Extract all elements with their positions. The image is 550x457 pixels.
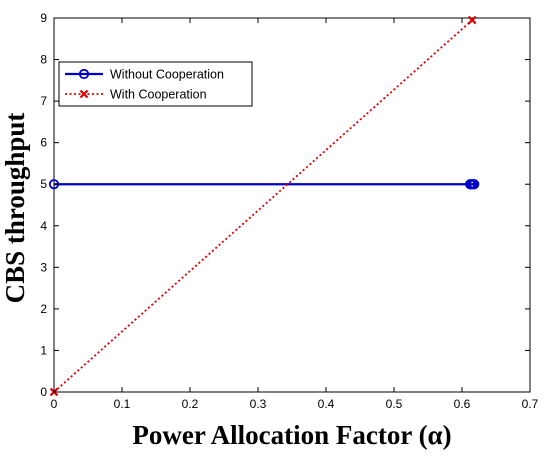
x-tick-label: 0.5: [386, 397, 403, 411]
data-point-series-1: [469, 179, 480, 190]
axes-layer: 0 0.1 0.2 0.3 0.4 0.5 0.6 0.7 0 1 2 3 4 5 6 7 8 9: [40, 11, 538, 411]
legend-label-1: Without Cooperation: [110, 68, 224, 82]
x-marker-stroke: [79, 89, 89, 99]
x-tick-label: 0: [51, 397, 58, 411]
y-axis-title: CBS throughput: [0, 113, 30, 304]
x-marker-stroke: [467, 15, 477, 25]
x-tick-label: 0.6: [454, 397, 471, 411]
x-tick-label: 0.3: [250, 397, 267, 411]
legend-marker-1: [78, 68, 90, 80]
y-tick-label: 4: [40, 219, 47, 233]
legend-marker-2: [79, 89, 89, 99]
y-tick-label: 0: [40, 385, 47, 399]
y-tick-label: 2: [40, 302, 47, 316]
y-tick-label: 5: [40, 177, 47, 191]
y-tick-label: 1: [40, 343, 47, 357]
legend-label-2: With Cooperation: [110, 88, 207, 102]
y-tick-label: 3: [40, 260, 47, 274]
y-tick-label: 8: [40, 53, 47, 67]
y-tick-label: 7: [40, 94, 47, 108]
data-point-series-2: [467, 15, 477, 25]
x-tick-label: 0.4: [318, 397, 335, 411]
legend: Without Cooperation With Cooperation: [58, 61, 253, 107]
series-line-2: [53, 19, 473, 393]
y-tick-label: 6: [40, 136, 47, 150]
y-tick-label: 9: [40, 11, 47, 25]
x-tick-label: 0.2: [182, 397, 199, 411]
legend-box: [58, 61, 253, 107]
x-tick-label: 0.7: [522, 397, 539, 411]
x-axis-title: Power Allocation Factor (α): [132, 420, 451, 450]
x-tick-label: 0.1: [114, 397, 131, 411]
